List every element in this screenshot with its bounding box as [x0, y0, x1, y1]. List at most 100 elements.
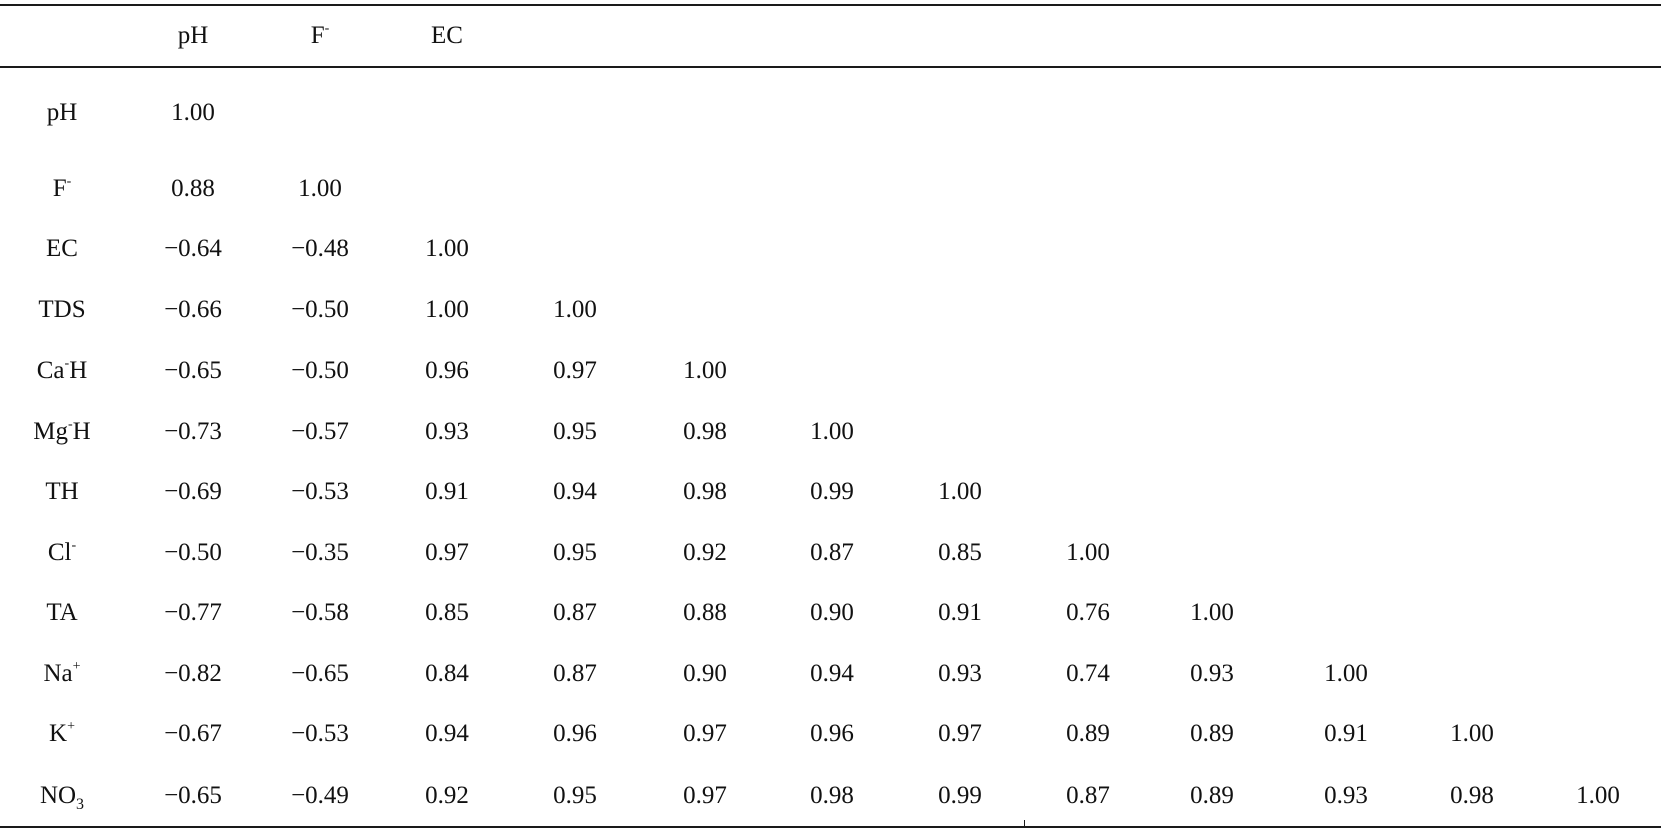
table-cell: −0.48 [291, 235, 349, 262]
table-cell: −0.67 [164, 720, 222, 747]
label-superscript: - [66, 174, 72, 189]
table-cell: 0.90 [810, 599, 854, 626]
label-base: Na [43, 660, 73, 687]
bottom-rule-tick [1024, 820, 1025, 828]
table-cell: 0.94 [553, 478, 597, 505]
label-base: K [49, 720, 68, 747]
label-base: pH [46, 99, 78, 126]
table-cell: 0.88 [683, 599, 727, 626]
table-cell: 0.92 [683, 539, 727, 566]
label-base: TH [45, 478, 79, 505]
table-cell: 1.00 [298, 175, 342, 202]
table-cell: 0.95 [553, 418, 597, 445]
label-superscript: - [68, 417, 73, 432]
table-cell: 0.85 [425, 599, 469, 626]
table-cell: 0.93 [1190, 660, 1234, 687]
table-cell: 0.97 [683, 782, 727, 809]
label-base: TA [46, 599, 78, 626]
row-label: Ca-H [0, 356, 125, 386]
table-cell: 0.76 [1066, 599, 1110, 626]
table-cell: 0.91 [938, 599, 982, 626]
table-cell: 1.00 [1324, 660, 1368, 687]
row-label: TA [0, 598, 125, 628]
table-cell: 0.89 [1190, 720, 1234, 747]
table-cell: 0.98 [683, 418, 727, 445]
label-base: Mg [33, 418, 68, 445]
table-cell: −0.65 [164, 782, 222, 809]
table-cell: −0.65 [291, 660, 349, 687]
table-cell: 0.87 [553, 660, 597, 687]
table-cell: −0.73 [164, 418, 222, 445]
table-cell: 0.89 [1190, 782, 1234, 809]
table-cell: 1.00 [1190, 599, 1234, 626]
table-cell: 0.95 [553, 782, 597, 809]
label-tail: H [69, 357, 88, 384]
label-subscript: 3 [76, 796, 85, 813]
table-cell: 0.96 [810, 720, 854, 747]
label-base: F [52, 175, 67, 202]
table-cell: 0.87 [810, 539, 854, 566]
label-base: F [310, 22, 325, 49]
table-cell: 0.93 [1324, 782, 1368, 809]
table-cell: 1.00 [683, 357, 727, 384]
bottom-rule [0, 826, 1661, 828]
table-cell: −0.50 [164, 539, 222, 566]
label-base: Ca [36, 357, 65, 384]
table-cell: 1.00 [1066, 539, 1110, 566]
label-tail: H [72, 418, 91, 445]
table-cell: 0.89 [1066, 720, 1110, 747]
table-cell: −0.66 [164, 296, 222, 323]
table-cell: −0.69 [164, 478, 222, 505]
column-header: F- [257, 21, 383, 51]
table-cell: 0.98 [1450, 782, 1494, 809]
table-cell: −0.50 [291, 357, 349, 384]
label-base: pH [177, 22, 209, 49]
row-label: Cl- [0, 538, 125, 568]
label-base: EC [46, 235, 78, 262]
table-cell: 0.97 [938, 720, 982, 747]
label-superscript: - [324, 21, 330, 36]
table-cell: 0.74 [1066, 660, 1110, 687]
table-cell: −0.53 [291, 478, 349, 505]
table-cell: 0.95 [553, 539, 597, 566]
table-cell: 1.00 [425, 235, 469, 262]
header-separator-rule [0, 66, 1661, 68]
table-cell: −0.77 [164, 599, 222, 626]
row-label: NO3 [0, 781, 125, 813]
table-cell: 0.96 [425, 357, 469, 384]
table-cell: −0.58 [291, 599, 349, 626]
table-cell: 0.97 [425, 539, 469, 566]
row-label: K+ [0, 719, 125, 749]
table-cell: −0.53 [291, 720, 349, 747]
table-cell: 0.85 [938, 539, 982, 566]
table-cell: −0.82 [164, 660, 222, 687]
table-cell: 0.94 [425, 720, 469, 747]
table-cell: 0.92 [425, 782, 469, 809]
table-cell: 0.96 [553, 720, 597, 747]
label-base: NO [39, 782, 77, 809]
table-cell: 0.97 [553, 357, 597, 384]
row-label: EC [0, 234, 125, 264]
column-header: pH [130, 21, 256, 51]
table-cell: 1.00 [1450, 720, 1494, 747]
label-base: Cl [47, 539, 72, 566]
row-label: Na+ [0, 659, 125, 689]
row-label: TDS [0, 295, 125, 325]
table-cell: 1.00 [810, 418, 854, 445]
table-cell: 1.00 [171, 99, 215, 126]
table-cell: −0.65 [164, 357, 222, 384]
table-cell: 1.00 [1576, 782, 1620, 809]
label-superscript: + [72, 659, 81, 674]
table-cell: 0.99 [938, 782, 982, 809]
table-cell: 0.93 [425, 418, 469, 445]
table-cell: 1.00 [553, 296, 597, 323]
table-cell: −0.50 [291, 296, 349, 323]
table-cell: −0.57 [291, 418, 349, 445]
table-cell: 0.94 [810, 660, 854, 687]
table-cell: 0.84 [425, 660, 469, 687]
label-base: EC [431, 22, 463, 49]
row-label: TH [0, 477, 125, 507]
column-header: EC [384, 21, 510, 51]
label-superscript: + [67, 719, 75, 734]
